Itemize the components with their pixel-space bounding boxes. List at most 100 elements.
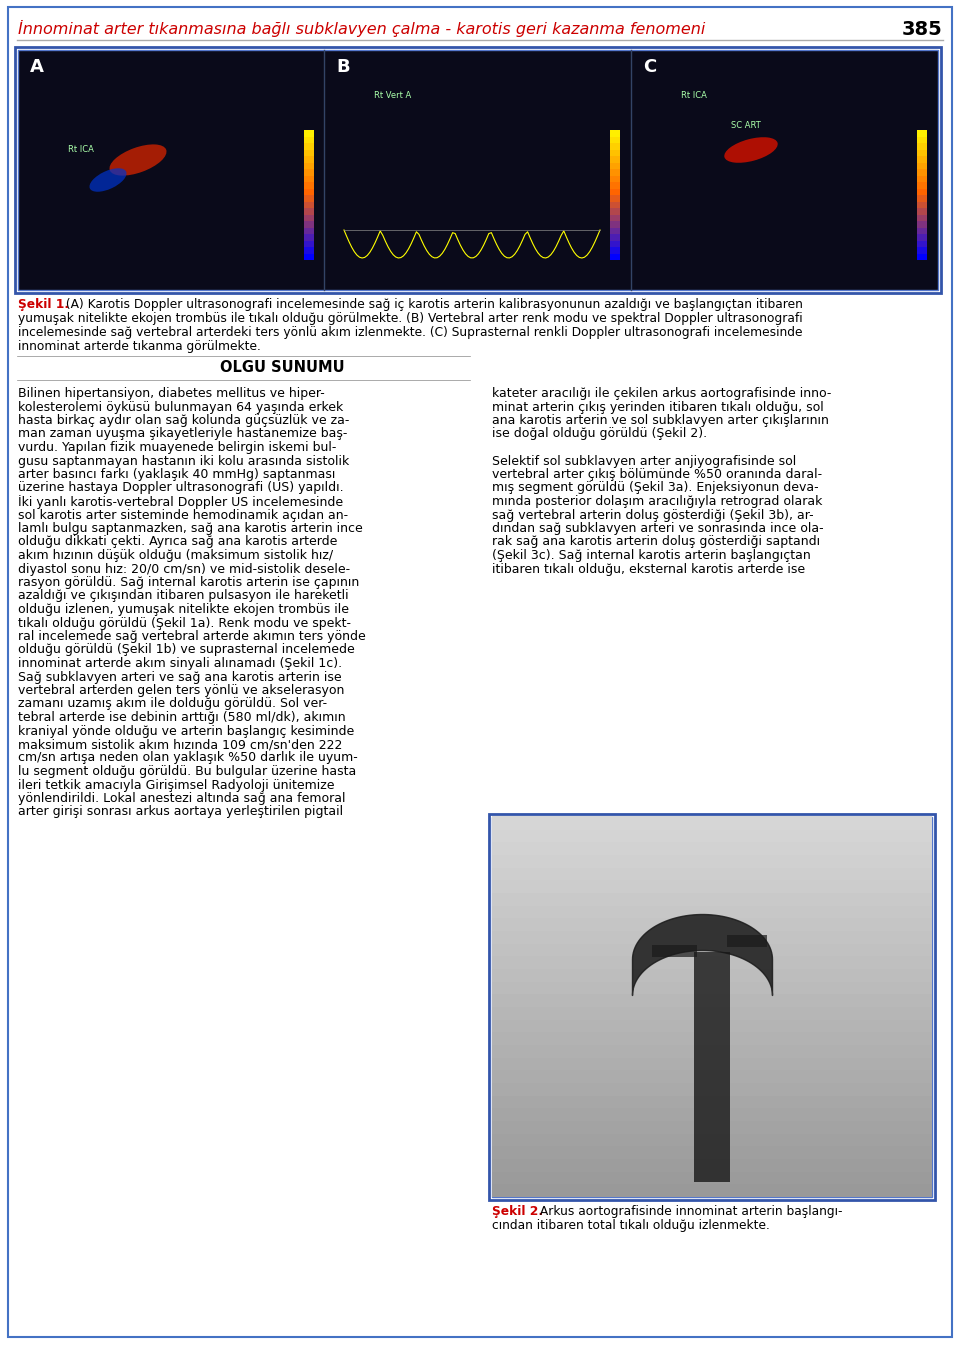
Bar: [492, 880, 932, 893]
Text: mında posterior dolaşım aracılığıyla retrograd olarak: mında posterior dolaşım aracılığıyla ret…: [492, 495, 823, 508]
Bar: [492, 943, 932, 956]
Bar: [304, 234, 314, 241]
Bar: [610, 253, 620, 260]
Text: Sağ subklavyen arteri ve sağ ana karotis arterin ise: Sağ subklavyen arteri ve sağ ana karotis…: [18, 671, 342, 683]
Bar: [304, 182, 314, 188]
Bar: [492, 892, 932, 905]
Bar: [610, 168, 620, 175]
Bar: [304, 149, 314, 156]
Text: cından itibaren total tıkalı olduğu izlenmekte.: cından itibaren total tıkalı olduğu izle…: [492, 1219, 770, 1232]
Text: lu segment olduğu görüldü. Bu bulgular üzerine hasta: lu segment olduğu görüldü. Bu bulgular ü…: [18, 765, 356, 777]
Bar: [304, 161, 314, 169]
Bar: [492, 968, 932, 982]
Bar: [917, 156, 927, 163]
Text: arter basıncı farkı (yaklaşık 40 mmHg) saptanması: arter basıncı farkı (yaklaşık 40 mmHg) s…: [18, 468, 335, 482]
Bar: [492, 1158, 932, 1171]
Bar: [304, 156, 314, 163]
Bar: [304, 136, 314, 143]
Bar: [304, 188, 314, 195]
Text: minat arterin çıkış yerinden itibaren tıkalı olduğu, sol: minat arterin çıkış yerinden itibaren tı…: [492, 401, 824, 413]
Bar: [492, 854, 932, 868]
Ellipse shape: [89, 168, 127, 192]
Bar: [492, 1107, 932, 1120]
Bar: [610, 129, 620, 136]
Bar: [304, 207, 314, 214]
Bar: [610, 188, 620, 195]
Bar: [610, 234, 620, 241]
Text: arter girişi sonrası arkus aortaya yerleştirilen pigtail: arter girişi sonrası arkus aortaya yerle…: [18, 806, 343, 819]
Bar: [304, 200, 314, 208]
Bar: [917, 161, 927, 169]
Bar: [917, 253, 927, 260]
Bar: [917, 239, 927, 247]
Text: olduğu görüldü (Şekil 1b) ve suprasternal incelemede: olduğu görüldü (Şekil 1b) ve suprasterna…: [18, 643, 355, 656]
Bar: [694, 952, 730, 1182]
Text: B: B: [336, 58, 349, 77]
Bar: [652, 946, 697, 958]
Bar: [610, 143, 620, 149]
Text: ileri tetkik amacıyla Girişimsel Radyoloji ünitemize: ileri tetkik amacıyla Girişimsel Radyolo…: [18, 779, 334, 791]
Text: itibaren tıkalı olduğu, eksternal karotis arterde ise: itibaren tıkalı olduğu, eksternal karoti…: [492, 562, 805, 576]
Text: olduğu izlenen, yumuşak nitelikte ekojen trombüs ile: olduğu izlenen, yumuşak nitelikte ekojen…: [18, 603, 349, 616]
Bar: [492, 1081, 932, 1096]
Bar: [917, 207, 927, 214]
Bar: [917, 188, 927, 195]
Text: azaldığı ve çıkışından itibaren pulsasyon ile hareketli: azaldığı ve çıkışından itibaren pulsasyo…: [18, 589, 348, 603]
Text: cm/sn artışa neden olan yaklaşık %50 darlık ile uyum-: cm/sn artışa neden olan yaklaşık %50 dar…: [18, 752, 358, 764]
Text: dından sağ subklavyen arteri ve sonrasında ince ola-: dından sağ subklavyen arteri ve sonrasın…: [492, 522, 824, 535]
Bar: [492, 829, 932, 842]
Bar: [610, 195, 620, 202]
Text: C: C: [643, 58, 657, 77]
Bar: [917, 182, 927, 188]
Text: Şekil 2.: Şekil 2.: [492, 1205, 543, 1219]
Text: kraniyal yönde olduğu ve arterin başlangıç kesiminde: kraniyal yönde olduğu ve arterin başlang…: [18, 725, 354, 737]
Bar: [304, 129, 314, 136]
Text: diyastol sonu hız: 20/0 cm/sn) ve mid-sistolik desele-: diyastol sonu hız: 20/0 cm/sn) ve mid-si…: [18, 562, 350, 576]
Bar: [492, 994, 932, 1007]
Bar: [492, 917, 932, 931]
Bar: [304, 227, 314, 234]
Bar: [492, 816, 932, 1197]
Text: Rt ICA: Rt ICA: [681, 90, 707, 100]
Bar: [489, 814, 935, 1200]
Bar: [492, 1044, 932, 1057]
Bar: [610, 136, 620, 143]
Bar: [917, 149, 927, 156]
Text: innominat arterde tıkanma görülmekte.: innominat arterde tıkanma görülmekte.: [18, 340, 261, 352]
Bar: [492, 955, 932, 968]
Text: hasta birkaç aydır olan sağ kolunda güçsüzlük ve za-: hasta birkaç aydır olan sağ kolunda güçs…: [18, 414, 349, 426]
Text: (Şekil 3c). Sağ internal karotis arterin başlangıçtan: (Şekil 3c). Sağ internal karotis arterin…: [492, 549, 811, 562]
Bar: [492, 981, 932, 994]
Bar: [492, 1170, 932, 1185]
Bar: [610, 182, 620, 188]
Bar: [492, 1184, 932, 1197]
Bar: [610, 161, 620, 169]
Bar: [610, 156, 620, 163]
Text: vertebral arter çıkış bölümünde %50 oranında daral-: vertebral arter çıkış bölümünde %50 oran…: [492, 468, 822, 482]
Text: 385: 385: [901, 20, 942, 39]
Text: zamanı uzamış akım ile dolduğu görüldü. Sol ver-: zamanı uzamış akım ile dolduğu görüldü. …: [18, 698, 327, 710]
Text: kolesterolemi öyküsü bulunmayan 64 yaşında erkek: kolesterolemi öyküsü bulunmayan 64 yaşın…: [18, 401, 344, 413]
Bar: [917, 214, 927, 221]
Text: Rt Vert A: Rt Vert A: [374, 90, 411, 100]
Bar: [917, 168, 927, 175]
Bar: [492, 929, 932, 944]
Bar: [610, 214, 620, 221]
Bar: [304, 221, 314, 227]
Text: maksimum sistolik akım hızında 109 cm/sn'den 222: maksimum sistolik akım hızında 109 cm/sn…: [18, 738, 343, 751]
Bar: [610, 239, 620, 247]
Text: Selektif sol subklavyen arter anjiyografisinde sol: Selektif sol subklavyen arter anjiyograf…: [492, 455, 796, 468]
Bar: [610, 227, 620, 234]
Text: rasyon görüldü. Sağ internal karotis arterin ise çapının: rasyon görüldü. Sağ internal karotis art…: [18, 576, 359, 589]
Bar: [917, 221, 927, 227]
Bar: [492, 842, 932, 855]
Bar: [492, 1069, 932, 1083]
Text: yönlendirildi. Lokal anestezi altında sağ ana femoral: yönlendirildi. Lokal anestezi altında sa…: [18, 792, 346, 806]
Text: ral incelemede sağ vertebral arterde akımın ters yönde: ral incelemede sağ vertebral arterde akı…: [18, 629, 366, 643]
Text: Bilinen hipertansiyon, diabetes mellitus ve hiper-: Bilinen hipertansiyon, diabetes mellitus…: [18, 387, 324, 399]
Bar: [18, 50, 938, 291]
Bar: [492, 816, 932, 830]
Bar: [610, 207, 620, 214]
Text: üzerine hastaya Doppler ultrasonografi (US) yapıldı.: üzerine hastaya Doppler ultrasonografi (…: [18, 482, 344, 495]
Text: vurdu. Yapılan fizik muayenede belirgin iskemi bul-: vurdu. Yapılan fizik muayenede belirgin …: [18, 441, 336, 455]
